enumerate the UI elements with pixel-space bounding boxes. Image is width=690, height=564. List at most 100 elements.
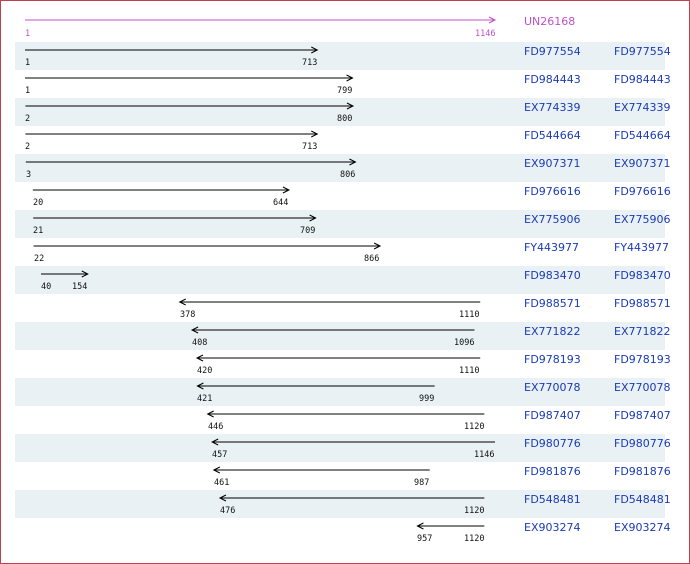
alignment-id-link-secondary[interactable]: EX775906 bbox=[614, 213, 671, 226]
alignment-end-label: 999 bbox=[419, 394, 435, 404]
alignment-start-label: 21 bbox=[33, 226, 44, 236]
alignment-id-link-secondary[interactable]: EX771822 bbox=[614, 325, 671, 338]
alignment-arrow-head bbox=[190, 326, 199, 334]
alignment-id-link-secondary[interactable]: FD987407 bbox=[614, 409, 671, 422]
alignment-start-label: 3 bbox=[26, 170, 32, 180]
alignment-end-label: 1120 bbox=[464, 422, 485, 432]
alignment-id-link-secondary[interactable]: FD544664 bbox=[614, 129, 671, 142]
alignment-id-link-secondary[interactable]: EX774339 bbox=[614, 101, 671, 114]
alignment-arrow-head bbox=[211, 438, 219, 446]
alignment-arrow bbox=[206, 410, 485, 418]
alignment-row bbox=[15, 378, 665, 406]
alignment-arrow bbox=[33, 242, 382, 250]
alignment-id-link-secondary[interactable]: FY443977 bbox=[614, 241, 670, 254]
alignment-arrow-head bbox=[346, 102, 355, 110]
alignment-id-link-secondary[interactable]: FD983470 bbox=[614, 269, 671, 282]
reference-start-label: 1 bbox=[25, 29, 31, 39]
alignment-arrow bbox=[416, 522, 485, 530]
alignment-id-link[interactable]: EX771822 bbox=[524, 325, 581, 338]
alignment-id-link[interactable]: FD976616 bbox=[524, 185, 581, 198]
alignment-id-link-secondary[interactable]: FD981876 bbox=[614, 465, 671, 478]
alignment-end-label: 154 bbox=[72, 282, 88, 292]
alignment-id-link[interactable]: FD984443 bbox=[524, 73, 581, 86]
alignment-arrow-head bbox=[178, 298, 186, 306]
alignment-arrow bbox=[25, 74, 354, 82]
alignment-id-link-secondary[interactable]: EX770078 bbox=[614, 381, 671, 394]
alignment-arrow-head bbox=[311, 130, 319, 138]
alignment-arrow-head bbox=[416, 522, 424, 530]
alignment-end-label: 1120 bbox=[464, 534, 485, 544]
alignment-arrow bbox=[32, 186, 291, 194]
reference-end-label: 1146 bbox=[475, 29, 496, 39]
reference-track-head bbox=[488, 16, 497, 24]
alignment-id-link[interactable]: FD544664 bbox=[524, 129, 581, 142]
alignment-end-label: 713 bbox=[302, 142, 318, 152]
alignment-end-label: 709 bbox=[300, 226, 316, 236]
alignment-end-label: 1110 bbox=[459, 310, 480, 320]
alignment-arrow bbox=[211, 438, 495, 446]
alignment-arrow bbox=[33, 214, 317, 222]
alignment-id-link[interactable]: FD987407 bbox=[524, 409, 581, 422]
alignment-arrow-head bbox=[81, 270, 89, 278]
alignment-start-label: 1 bbox=[25, 86, 31, 96]
alignment-end-label: 806 bbox=[340, 170, 356, 180]
alignment-arrow bbox=[25, 46, 319, 54]
alignment-arrow-head bbox=[206, 410, 214, 418]
alignment-start-label: 957 bbox=[417, 534, 433, 544]
alignment-start-label: 22 bbox=[34, 254, 45, 264]
alignment-id-link[interactable]: FD977554 bbox=[524, 45, 581, 58]
alignment-arrow-head bbox=[212, 466, 221, 474]
alignment-start-label: 420 bbox=[197, 366, 213, 376]
alignment-start-label: 446 bbox=[208, 422, 224, 432]
alignment-start-label: 20 bbox=[33, 198, 44, 208]
alignment-id-link-secondary[interactable]: FD984443 bbox=[614, 73, 671, 86]
alignment-id-link-secondary[interactable]: FD976616 bbox=[614, 185, 671, 198]
alignment-arrow bbox=[41, 270, 89, 278]
alignment-row bbox=[15, 98, 665, 126]
alignment-id-link[interactable]: FY443977 bbox=[524, 241, 580, 254]
alignment-arrow bbox=[25, 102, 355, 110]
alignment-start-label: 378 bbox=[180, 310, 196, 320]
alignment-row bbox=[15, 434, 665, 462]
alignment-end-label: 866 bbox=[364, 254, 380, 264]
alignment-id-link-secondary[interactable]: FD548481 bbox=[614, 493, 671, 506]
alignment-arrow bbox=[195, 354, 481, 362]
alignment-arrow-head bbox=[346, 74, 354, 82]
alignment-id-link[interactable]: FD981876 bbox=[524, 465, 581, 478]
alignment-start-label: 457 bbox=[212, 450, 228, 460]
alignment-end-label: 800 bbox=[337, 114, 353, 124]
alignment-id-link[interactable]: EX907371 bbox=[524, 157, 581, 170]
reference-track bbox=[25, 16, 497, 24]
alignment-arrow bbox=[190, 326, 475, 334]
alignment-start-label: 2 bbox=[25, 114, 31, 124]
alignment-end-label: 713 bbox=[302, 58, 318, 68]
alignment-id-link[interactable]: FD983470 bbox=[524, 269, 581, 282]
alignment-row bbox=[15, 154, 665, 182]
alignment-id-link[interactable]: FD978193 bbox=[524, 353, 581, 366]
alignment-row bbox=[15, 490, 665, 518]
alignment-id-link-secondary[interactable]: FD988571 bbox=[614, 297, 671, 310]
reference-id-link[interactable]: UN26168 bbox=[524, 15, 576, 28]
alignment-id-link[interactable]: FD988571 bbox=[524, 297, 581, 310]
alignment-id-link[interactable]: EX774339 bbox=[524, 101, 581, 114]
alignment-id-link[interactable]: FD548481 bbox=[524, 493, 581, 506]
alignment-id-link[interactable]: EX775906 bbox=[524, 213, 581, 226]
alignment-arrow bbox=[178, 298, 481, 306]
alignment-start-label: 1 bbox=[25, 58, 31, 68]
alignment-end-label: 987 bbox=[414, 478, 430, 488]
alignment-arrow-head bbox=[373, 242, 382, 250]
alignment-id-link-secondary[interactable]: FD980776 bbox=[614, 437, 671, 450]
alignment-id-link-secondary[interactable]: FD978193 bbox=[614, 353, 671, 366]
alignment-start-label: 476 bbox=[220, 506, 236, 516]
alignment-id-link-secondary[interactable]: FD977554 bbox=[614, 45, 671, 58]
alignment-end-label: 799 bbox=[337, 86, 353, 96]
alignment-end-label: 644 bbox=[273, 198, 289, 208]
alignment-id-link-secondary[interactable]: EX903274 bbox=[614, 521, 671, 534]
alignment-id-link[interactable]: EX770078 bbox=[524, 381, 581, 394]
alignment-id-link[interactable]: FD980776 bbox=[524, 437, 581, 450]
alignment-arrow bbox=[196, 382, 435, 390]
alignment-id-link[interactable]: EX903274 bbox=[524, 521, 581, 534]
alignment-id-link-secondary[interactable]: EX907371 bbox=[614, 157, 671, 170]
